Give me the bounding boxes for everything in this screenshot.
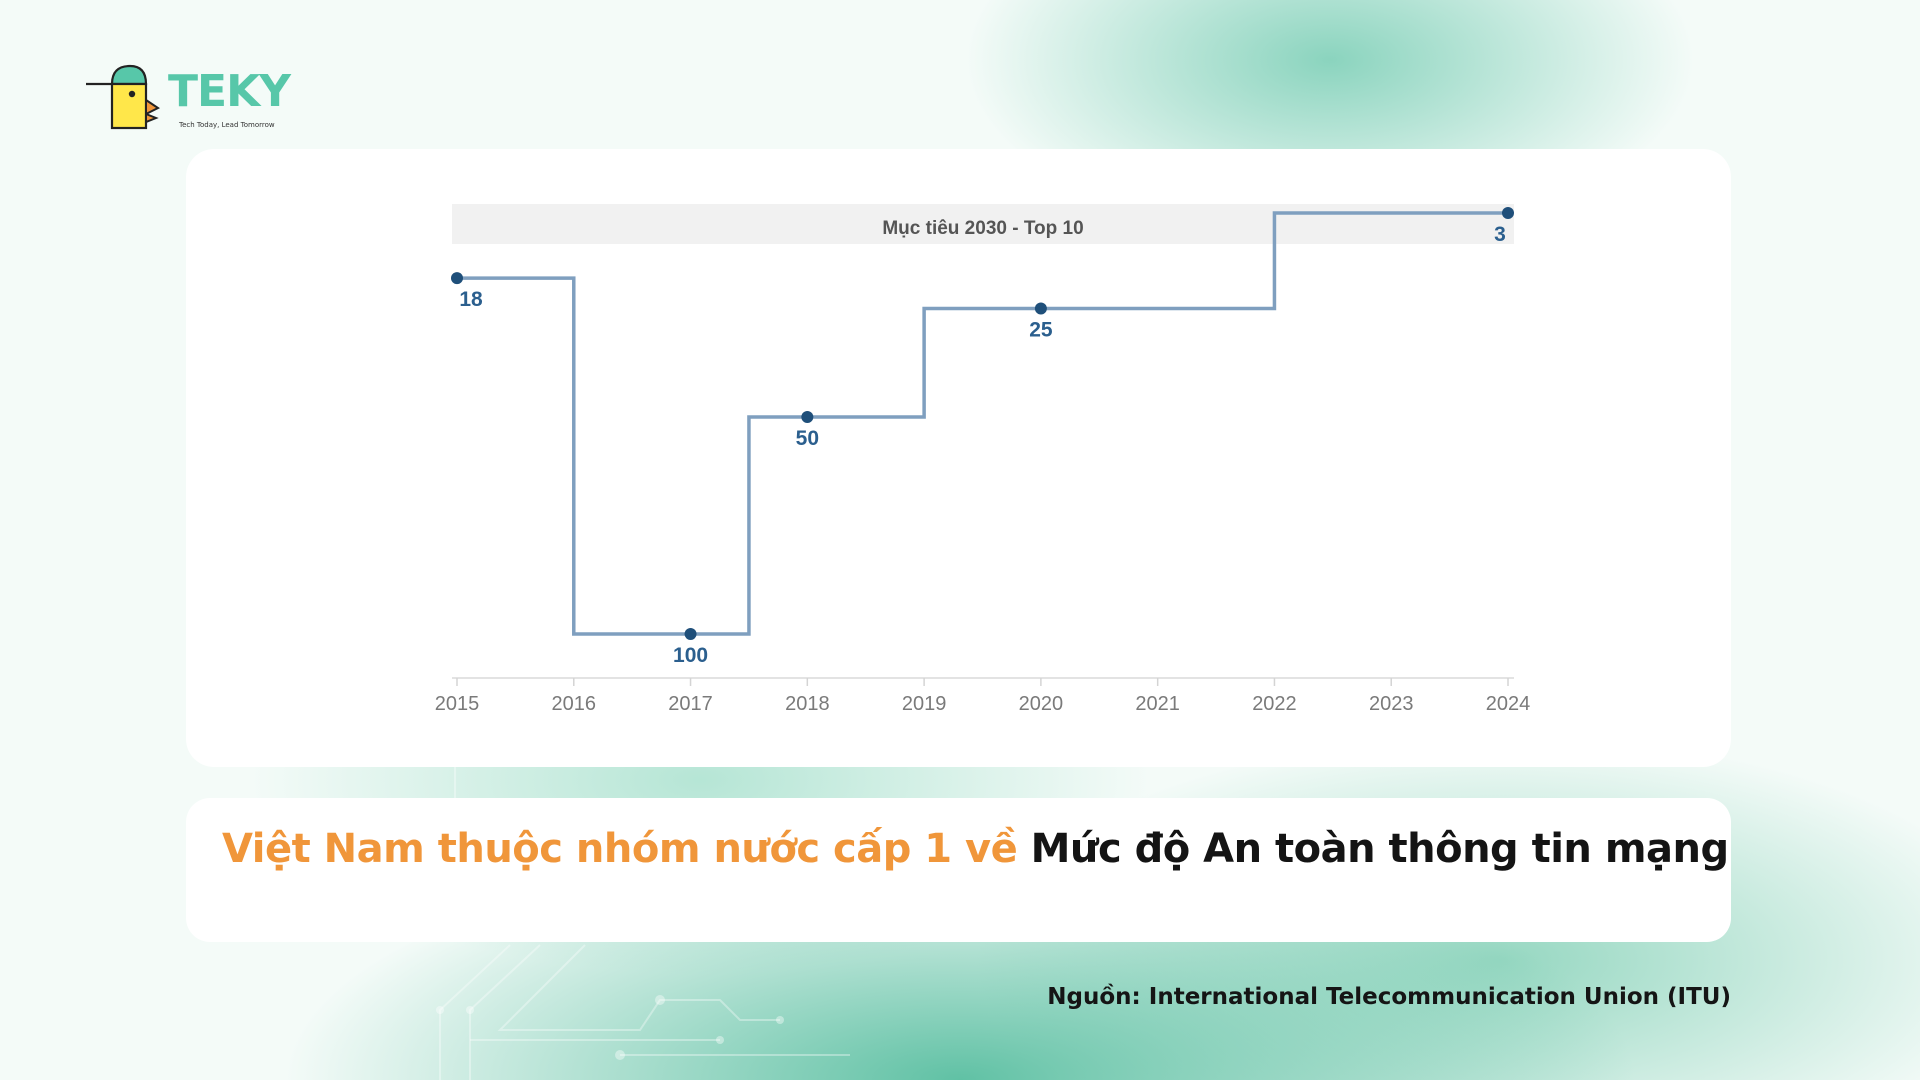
data-point [1034,302,1047,315]
data-label: 50 [796,427,819,450]
caption-card: Việt Nam thuộc nhóm nước cấp 1 về Mức độ… [186,798,1731,942]
caption-rest: Mức độ An toàn thông tin mạng [1030,826,1729,872]
data-label: 25 [1029,318,1053,341]
data-point [1502,207,1514,219]
data-label: 3 [1494,223,1506,246]
x-tick-label: 2021 [1135,693,1180,715]
logo-tagline: Tech Today, Lead Tomorrow [179,121,275,129]
teky-logo: TEKY Tech Today, Lead Tomorrow [86,60,291,136]
caption-highlight: Việt Nam thuộc nhóm nước cấp 1 về [222,826,1031,872]
x-tick-label: 2018 [785,693,830,715]
data-point [451,272,463,285]
data-point [801,410,814,423]
target-band [452,204,1514,244]
target-band-label: Mục tiêu 2030 - Top 10 [882,218,1083,239]
x-tick-label: 2017 [668,693,713,715]
x-tick-label: 2019 [902,693,947,715]
x-tick-label: 2022 [1252,693,1297,715]
logo-wordmark: TEKY [168,66,291,117]
data-point [684,628,697,640]
caption-title: Việt Nam thuộc nhóm nước cấp 1 về Mức độ… [222,824,1729,874]
source-note: Nguồn: International Telecommunication U… [1047,984,1731,1010]
x-tick-label: 2023 [1369,693,1414,715]
x-tick-label: 2015 [435,693,480,715]
x-tick-label: 2024 [1486,693,1531,715]
data-label: 100 [673,644,708,667]
chart-card [186,149,1731,767]
parrot-mascot-icon [86,64,160,130]
data-label: 18 [459,288,483,311]
x-tick-label: 2016 [552,693,597,715]
x-tick-label: 2020 [1019,693,1064,715]
series-step-line [457,211,1508,636]
